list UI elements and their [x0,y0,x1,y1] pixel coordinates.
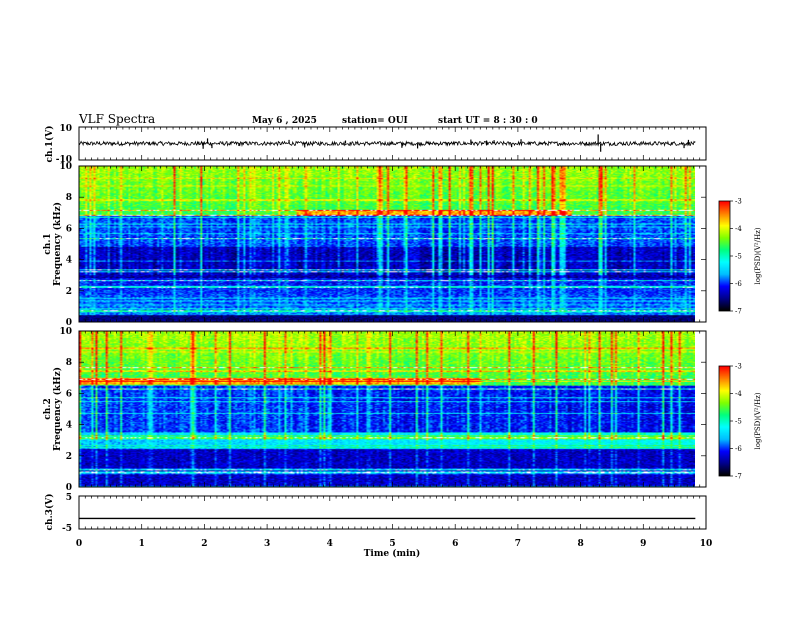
colorbar-tick-label-3: -6 [735,445,742,453]
x-tick-label-7: 7 [515,539,521,549]
ch1-colorbar [719,201,730,311]
spec-ytick-label-1: 2 [66,287,72,297]
colorbar-tick-label-3: -6 [735,280,742,288]
ch2-spectrogram-ylabel-1: ch.2 [43,398,53,419]
ch1-spectrogram-ylabel-1: ch.1 [43,233,53,254]
x-tick-label-3: 3 [264,539,270,549]
ch1-colorbar-label: log(PSD)(V²/Hz) [754,227,762,284]
ch2-spectrogram-ylabel-2: Frequency (kHz) [52,367,63,451]
ch3-ytick-bottom: -5 [62,524,72,534]
ch2-spectrogram-image [79,331,695,487]
spec-ytick-label-3: 6 [66,389,72,399]
x-tick-label-1: 1 [139,539,145,549]
colorbar-tick-label-1: -4 [735,225,742,233]
spec-ytick-label-2: 4 [66,256,72,266]
spec-ytick-label-1: 2 [66,452,72,462]
ch2-spectrogram-yticks: 0 2 4 6 8 10 [59,327,706,493]
colorbar-tick-label-4: -7 [735,473,742,481]
ch1-spectrogram-ylabel-2: Frequency (kHz) [52,202,63,286]
x-tick-marks [78,127,707,529]
x-tick-label-2: 2 [201,539,207,549]
spec-ytick-label-0: 0 [66,483,72,493]
ch2-colorbar [719,366,730,476]
ch1-spikes [202,134,690,152]
start-time-label: start UT = 8 : 30 : 0 [438,116,538,126]
x-tick-label-6: 6 [452,539,458,549]
spec-ytick-label-5: 10 [59,162,72,172]
ch3-waveform-ylabel: ch.3(V) [44,494,55,531]
x-tick-label-0: 0 [76,539,82,549]
colorbar-tick-label-4: -7 [735,308,742,316]
station-label: station= OUI [342,116,408,126]
ch1-spectrogram-image [79,166,695,322]
x-tick-label-10: 10 [700,539,713,549]
x-tick-labels: 0 1 2 3 4 5 6 7 8 9 10 [76,539,712,549]
spec-ytick-label-3: 6 [66,224,72,234]
date-label: May 6 , 2025 [252,116,317,126]
colorbar-tick-label-1: -4 [735,390,742,398]
spec-ytick-label-4: 8 [66,358,72,368]
ch2-colorbar-label: log(PSD)(V²/Hz) [754,392,762,449]
spec-ytick-label-2: 4 [66,421,72,431]
colorbar-tick-label-0: -3 [735,363,742,371]
ch1-colorbar-ticks: -3 -4 -5 -6 -7 [730,198,742,316]
ch3-waveform-frame [78,495,707,530]
x-tick-label-4: 4 [327,539,333,549]
ch1-waveform-panel: 10 -10 ch.1(V) [44,124,707,165]
spec-ytick-label-5: 10 [59,327,72,337]
ch3-waveform-panel: 5 -5 ch.3(V) [44,493,707,534]
x-tick-label-9: 9 [640,539,646,549]
colorbar-tick-label-2: -5 [735,253,742,261]
ch1-spectrogram-yticks: 0 2 4 6 8 10 [59,162,706,328]
ch3-ytick-top: 5 [66,493,72,503]
spec-ytick-label-4: 8 [66,193,72,203]
figure-title: VLF Spectra [78,112,155,126]
x-tick-label-5: 5 [389,539,395,549]
colorbar-tick-label-0: -3 [735,198,742,206]
x-axis-label: Time (min) [364,548,421,559]
spec-ytick-label-0: 0 [66,318,72,328]
ch1-waveform-ylabel: ch.1(V) [44,126,55,163]
ch1-ytick-bottom: -10 [56,155,72,165]
ch2-colorbar-ticks: -3 -4 -5 -6 -7 [730,363,742,481]
colorbar-tick-label-2: -5 [735,418,742,426]
ch1-ytick-top: 10 [59,124,72,134]
ch1-waveform-line [78,140,696,147]
x-tick-label-8: 8 [577,539,583,549]
